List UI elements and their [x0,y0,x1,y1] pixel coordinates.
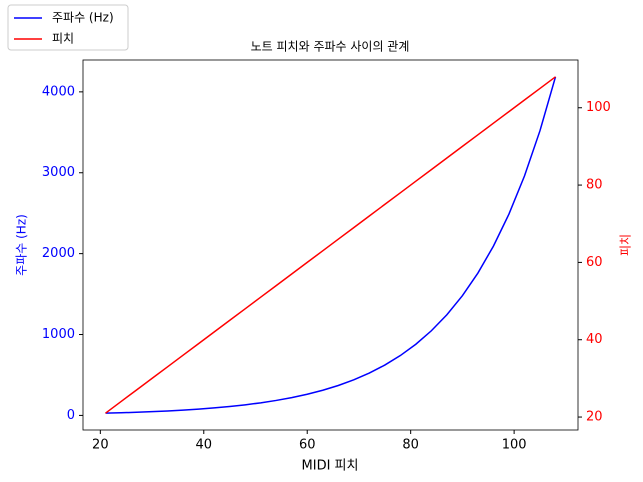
y-tick-label: 0 [67,408,75,423]
y-tick-label: 2000 [42,246,75,261]
y2-tick-label: 40 [586,332,603,347]
chart-title: 노트 피치와 주파수 사이의 관계 [251,40,410,54]
x-tick-label: 60 [299,438,316,453]
legend-label: 피치 [52,32,74,46]
y-axis-label: 주파수 (Hz) [15,214,29,276]
x-tick-label: 20 [92,438,109,453]
y2-tick-label: 60 [586,255,603,270]
x-tick-label: 40 [196,438,213,453]
y-tick-label: 4000 [42,84,75,99]
x-tick-label: 80 [402,438,419,453]
y-tick-label: 3000 [42,165,75,180]
y2-axis-label: 피치 [619,234,633,256]
y2-tick-label: 100 [586,100,611,115]
y2-tick-label: 80 [586,178,603,193]
y-tick-label: 1000 [42,327,75,342]
x-axis-label: MIDI 피치 [302,459,359,474]
x-tick-label: 100 [502,438,527,453]
series-line [105,76,557,414]
legend-label: 주파수 (Hz) [52,11,114,25]
y2-tick-label: 20 [586,410,603,425]
series-line [105,76,556,414]
plot-frame [82,59,579,431]
